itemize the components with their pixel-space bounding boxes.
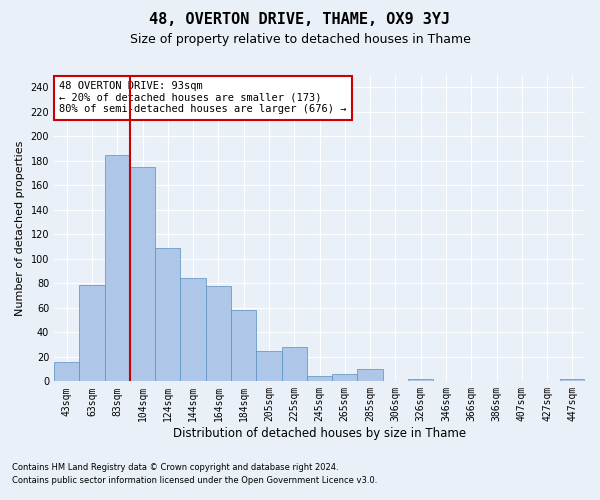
X-axis label: Distribution of detached houses by size in Thame: Distribution of detached houses by size … — [173, 427, 466, 440]
Text: Contains HM Land Registry data © Crown copyright and database right 2024.: Contains HM Land Registry data © Crown c… — [12, 464, 338, 472]
Bar — [231, 310, 256, 382]
Text: Contains public sector information licensed under the Open Government Licence v3: Contains public sector information licen… — [12, 476, 377, 485]
Bar — [256, 350, 281, 382]
Bar — [408, 379, 433, 382]
Bar — [332, 374, 358, 382]
Text: Size of property relative to detached houses in Thame: Size of property relative to detached ho… — [130, 32, 470, 46]
Bar — [104, 154, 130, 382]
Y-axis label: Number of detached properties: Number of detached properties — [15, 140, 25, 316]
Bar — [79, 284, 104, 382]
Bar — [181, 278, 206, 382]
Bar — [281, 347, 307, 382]
Bar — [54, 362, 79, 382]
Bar — [130, 167, 155, 382]
Bar — [307, 376, 332, 382]
Bar — [155, 248, 181, 382]
Bar — [358, 369, 383, 382]
Text: 48, OVERTON DRIVE, THAME, OX9 3YJ: 48, OVERTON DRIVE, THAME, OX9 3YJ — [149, 12, 451, 28]
Bar — [560, 379, 585, 382]
Bar — [206, 286, 231, 382]
Text: 48 OVERTON DRIVE: 93sqm
← 20% of detached houses are smaller (173)
80% of semi-d: 48 OVERTON DRIVE: 93sqm ← 20% of detache… — [59, 81, 347, 114]
